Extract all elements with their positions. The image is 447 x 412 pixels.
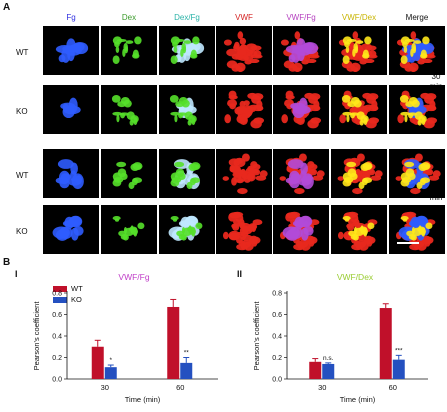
row-label-wt-1: WT — [16, 48, 29, 57]
chart-i-bar-ko-60 — [180, 362, 193, 379]
micrograph-tile — [389, 85, 445, 134]
legend-label-ko: KO — [71, 295, 82, 304]
micrograph-tile — [216, 205, 272, 254]
micrograph-tile — [331, 149, 387, 198]
micrograph-tile — [216, 149, 272, 198]
column-header-vwf-dex: VWF/Dex — [341, 13, 377, 22]
column-header-dex: Dex — [121, 13, 137, 22]
chart-ii-bar-ko-30 — [322, 363, 335, 379]
chart-i-label: I — [15, 269, 18, 279]
chart-ii-x-tick-label: 30 — [318, 383, 326, 392]
micrograph-tile — [216, 26, 272, 75]
micrograph-tile — [389, 149, 445, 198]
chart-ii: 0.0 0.2 0.4 0.6 0.8 Pearson's coefficient 30 n.… — [252, 291, 428, 404]
chart-ii-title: VWF/Dex — [336, 272, 374, 282]
chart-i-significance-label: * — [109, 357, 112, 364]
chart-ii-bar-ko-60 — [392, 359, 405, 379]
chart-ii-y-tick-label: 0.2 — [272, 355, 282, 362]
micrograph-tile — [159, 149, 215, 198]
chart-ii-y-tick-label: 0.0 — [272, 377, 282, 384]
legend-item-wt: WT — [53, 283, 83, 294]
chart-i-y-tick-label: 0.6 — [52, 312, 62, 319]
chart-i-y-tick-label: 0.2 — [52, 355, 62, 362]
chart-i: 0.0 0.2 0.4 0.6 0.8 Pearson's coefficient 30 * 6… — [32, 291, 218, 404]
micrograph-tile — [101, 26, 157, 75]
chart-i-bar-ko-30 — [104, 367, 117, 379]
chart-i-x-tick-label: 30 — [101, 383, 109, 392]
micrograph-tile — [273, 26, 329, 75]
chart-ii-x-axis-label: Time (min) — [340, 395, 376, 404]
chart-i-y-tick-label: 0.0 — [52, 377, 62, 384]
scale-bar — [397, 242, 419, 244]
row-label-ko-2: KO — [16, 107, 28, 116]
row-label-ko-4: KO — [16, 227, 28, 236]
micrograph-tile — [101, 149, 157, 198]
chart-ii-significance-label: n.s. — [323, 355, 334, 362]
column-header-vwf: VWF — [235, 13, 253, 22]
micrograph-tile — [43, 26, 99, 75]
chart-ii-significance-label: *** — [395, 347, 403, 354]
legend-label-wt: WT — [71, 284, 83, 293]
chart-ii-x-tick-label: 60 — [389, 383, 397, 392]
micrograph-tile — [101, 85, 157, 134]
chart-ii-y-tick-label: 0.4 — [272, 334, 282, 341]
micrograph-tile — [389, 26, 445, 75]
chart-i-x-tick-label: 60 — [176, 383, 184, 392]
micrograph-tile — [159, 26, 215, 75]
legend-swatch-wt — [53, 285, 67, 292]
column-header-dex-fg: Dex/Fg — [174, 13, 200, 22]
micrograph-tile — [273, 149, 329, 198]
chart-i-bar-wt-60 — [167, 306, 180, 379]
micrograph-tile — [159, 205, 215, 254]
micrograph-tile — [331, 205, 387, 254]
chart-i-title: VWF/Fg — [118, 272, 150, 282]
chart-ii-bar-wt-30 — [309, 361, 322, 379]
chart-ii-label: II — [237, 269, 243, 279]
chart-i-bar-wt-30 — [91, 346, 104, 379]
legend-item-ko: KO — [53, 294, 83, 305]
micrograph-tile — [216, 85, 272, 134]
micrograph-tile — [159, 85, 215, 134]
micrograph-tile — [331, 26, 387, 75]
chart-i-y-tick-label: 0.4 — [52, 334, 62, 341]
chart-ii-y-tick-label: 0.8 — [272, 291, 282, 298]
chart-i-x-axis-label: Time (min) — [125, 395, 161, 404]
chart-i-y-axis-label: Pearson's coefficient — [32, 301, 41, 371]
row-label-wt-3: WT — [16, 171, 29, 180]
panel-a-letter: A — [3, 2, 11, 13]
column-header-vwf-fg: VWF/Fg — [286, 13, 316, 22]
micrograph-tile — [273, 85, 329, 134]
column-header-merge: Merge — [405, 13, 429, 22]
micrograph-tile — [101, 205, 157, 254]
chart-ii-y-axis-label: Pearson's coefficient — [252, 301, 261, 371]
micrograph-tile — [43, 85, 99, 134]
panel-b-letter: B — [3, 257, 11, 268]
chart-ii-bar-wt-60 — [379, 308, 392, 379]
micrograph-tile — [273, 205, 329, 254]
chart-i-significance-label: ** — [184, 350, 190, 357]
micrograph-tile — [43, 205, 99, 254]
micrograph-tile — [389, 205, 445, 254]
chart-i-y-tick-label: 0.8 — [52, 291, 62, 298]
micrograph-tile — [331, 85, 387, 134]
micrograph-tile — [43, 149, 99, 198]
legend: WT KO — [53, 283, 83, 305]
column-header-fg: Fg — [66, 13, 76, 22]
chart-ii-y-tick-label: 0.6 — [272, 312, 282, 319]
legend-swatch-ko — [53, 296, 67, 303]
